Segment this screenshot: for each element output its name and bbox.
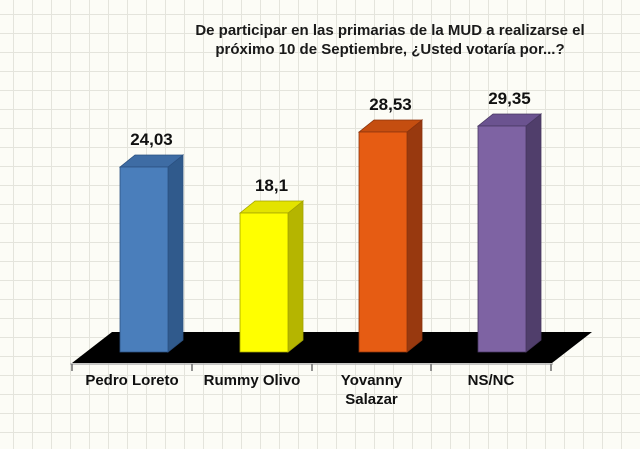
bar-rummy-olivo	[238, 200, 305, 353]
value-label-pedro-loreto: 24,03	[130, 130, 173, 149]
category-label-pedro-loreto: Pedro Loreto	[85, 372, 179, 389]
chart-title-line2: próximo 10 de Septiembre, ¿Usted votaría…	[215, 41, 565, 58]
bar-front-face	[358, 131, 408, 353]
chart-title: De participar en las primarias de la MUD…	[150, 21, 630, 59]
value-label-yovanny-salazar: 28,53	[369, 95, 412, 114]
category-label-ns-nc: NS/NC	[467, 372, 515, 389]
category-label-yovanny-salazar: Yovanny Salazar	[340, 372, 403, 408]
bar-front-face	[239, 212, 289, 353]
bar-yovanny-salazar	[357, 119, 424, 353]
bar-front-face	[477, 125, 527, 353]
bar-front-face	[119, 166, 169, 353]
category-label-rummy-olivo: Rummy Olivo	[203, 372, 301, 389]
bar-side-face	[525, 113, 542, 353]
floor-platform	[72, 332, 592, 363]
chart-title-line1: De participar en las primarias de la MUD…	[195, 22, 585, 39]
value-label-ns-nc: 29,35	[488, 89, 531, 108]
bar-side-face	[167, 154, 184, 353]
value-label-rummy-olivo: 18,1	[254, 176, 289, 195]
bar-ns-nc	[476, 113, 543, 353]
bar-side-face	[287, 200, 304, 353]
bar-side-face	[406, 119, 423, 353]
bar-pedro-loreto	[118, 154, 185, 353]
